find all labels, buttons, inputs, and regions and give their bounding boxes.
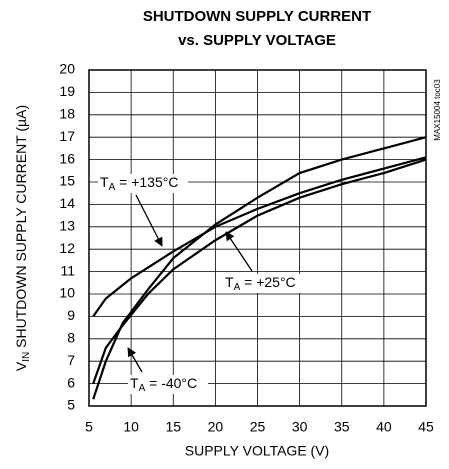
y-tick-label: 16 [59, 150, 75, 166]
x-tick-label: 25 [250, 419, 266, 435]
curve [92, 136, 427, 400]
chart-title: SHUTDOWN SUPPLY CURRENT [143, 8, 371, 25]
label-text: = +135°C [115, 174, 178, 190]
y-tick-label: 8 [67, 330, 75, 346]
y-tick-label: 19 [59, 83, 75, 99]
x-tick-label: 40 [376, 419, 392, 435]
annotation-arrow [127, 347, 143, 373]
label-subscript: A [109, 182, 116, 193]
annotation-arrow [225, 231, 253, 272]
y-tick-label: 6 [67, 374, 75, 390]
y-tick-label: 17 [59, 128, 75, 144]
y-label-text: SHUTDOWN SUPPLY CURRENT (µA) [13, 105, 29, 352]
label-symbol: T [100, 174, 109, 190]
annotation-arrow [135, 194, 163, 247]
y-label-symbol: V [13, 361, 29, 371]
curve-label: TA = -40°C [130, 375, 197, 394]
curve-label: TA = +135°C [100, 174, 178, 193]
y-axis-label: VIN SHUTDOWN SUPPLY CURRENT (µA) [13, 105, 32, 371]
label-symbol: T [225, 274, 234, 290]
y-tick-label: 7 [67, 352, 75, 368]
chart-title: vs. SUPPLY VOLTAGE [178, 32, 336, 49]
y-tick-label: 20 [59, 61, 75, 77]
curve-label: TA = +25°C [225, 274, 296, 293]
y-tick-label: 10 [59, 285, 75, 301]
side-note: MAX15004 toc03 [433, 79, 442, 141]
annotation-background [98, 174, 188, 193]
x-tick-label: 45 [418, 419, 434, 435]
y-tick-label: 15 [59, 173, 75, 189]
y-tick-label: 14 [59, 195, 75, 211]
curve [92, 158, 427, 384]
y-tick-label: 12 [59, 240, 75, 256]
x-axis-label: SUPPLY VOLTAGE (V) [185, 443, 329, 459]
annotation-background [223, 274, 307, 293]
x-tick-label: 5 [85, 419, 93, 435]
x-tick-label: 35 [334, 419, 350, 435]
curve [92, 156, 427, 318]
x-tick-label: 10 [123, 419, 139, 435]
label-subscript: A [139, 383, 146, 394]
x-tick-label: 15 [165, 419, 181, 435]
plot-frame [88, 69, 427, 407]
y-tick-label: 18 [59, 106, 75, 122]
y-label-subscript: IN [21, 352, 32, 362]
x-tick-label: 30 [292, 419, 308, 435]
y-tick-label: 5 [67, 397, 75, 413]
y-tick-label: 13 [59, 218, 75, 234]
x-tick-label: 20 [208, 419, 224, 435]
label-subscript: A [234, 282, 241, 293]
annotation-background [128, 375, 208, 394]
y-tick-label: 9 [67, 307, 75, 323]
label-text: = +25°C [240, 274, 295, 290]
y-tick-label: 11 [60, 262, 75, 278]
label-symbol: T [130, 375, 139, 391]
label-text: = -40°C [145, 375, 197, 391]
